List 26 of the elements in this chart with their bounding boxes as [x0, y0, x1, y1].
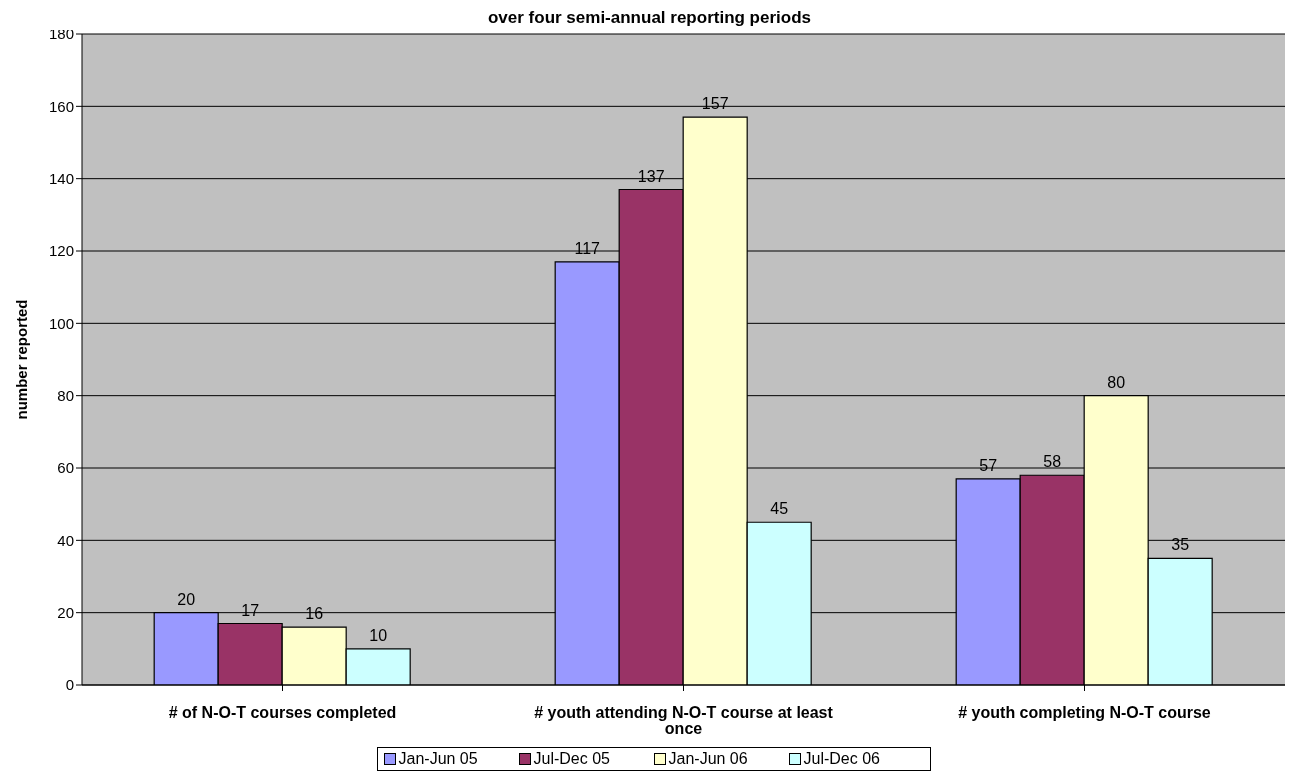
data-label: 80	[1107, 373, 1126, 391]
data-label: 35	[1171, 536, 1190, 554]
y-tick-label: 160	[48, 97, 74, 115]
chart-title: over four semi-annual reporting periods	[487, 8, 812, 27]
data-label: 58	[1043, 453, 1062, 471]
data-label: 57	[979, 456, 998, 474]
y-tick-label: 40	[57, 531, 74, 549]
legend-label: Jul-Dec 05	[533, 750, 610, 768]
y-tick-label: 140	[48, 169, 74, 187]
y-tick-label: 80	[57, 386, 74, 404]
y-tick-label: 120	[48, 242, 74, 260]
data-label: 117	[574, 239, 601, 257]
data-label: 20	[177, 590, 196, 608]
y-axis-title: number reported	[13, 299, 31, 420]
x-tick-label: # youth attending N-O-T course at least once	[534, 704, 834, 738]
y-tick-label: 60	[57, 459, 74, 477]
y-tick-label: 100	[48, 314, 74, 332]
x-tick-label: # of N-O-T courses completed	[168, 704, 397, 722]
legend-label: Jan-Jun 05	[398, 750, 478, 768]
y-tick-label: 0	[65, 676, 74, 694]
y-tick-label: 20	[57, 603, 74, 621]
legend-label: Jan-Jun 06	[668, 750, 748, 768]
data-label: 10	[369, 626, 388, 644]
x-tick-label: # youth completing N-O-T course	[958, 704, 1211, 722]
legend-label: Jul-Dec 06	[803, 750, 880, 768]
data-label: 45	[770, 500, 789, 518]
